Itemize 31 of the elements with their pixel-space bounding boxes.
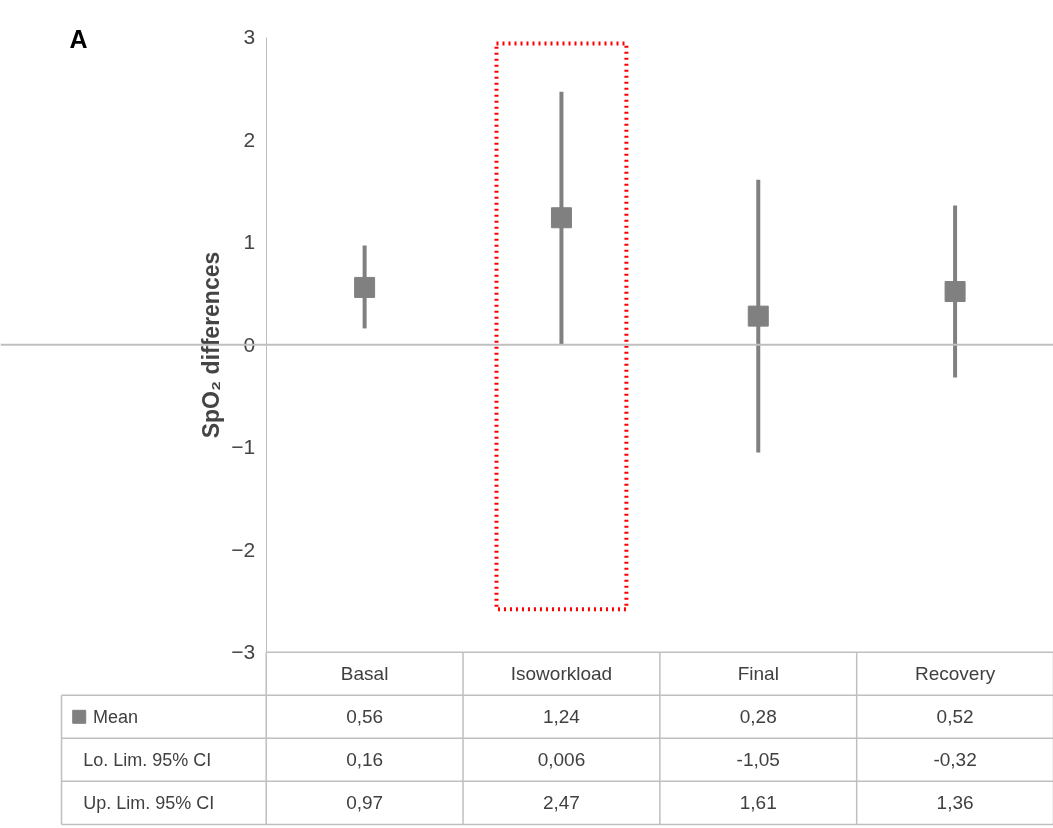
- data-label: 1,24: [542, 706, 581, 728]
- text: -0,32: [933, 749, 977, 771]
- legend-label: Mean: [93, 706, 139, 727]
- y-tick-label: −1: [231, 435, 256, 459]
- text: 0,97: [346, 792, 384, 814]
- text: Up. Lim. 95% CI: [83, 792, 215, 813]
- text: Lo. Lim. 95% CI: [83, 749, 212, 770]
- x-tick-label: Isoworkload: [510, 663, 613, 685]
- x-tick-label: Final: [737, 663, 779, 685]
- text: 1,61: [739, 792, 777, 814]
- text: -1,05: [736, 749, 780, 771]
- y-tick-label: 1: [243, 230, 256, 254]
- point: [944, 281, 966, 303]
- text: A: [69, 25, 88, 54]
- text: 0,006: [537, 749, 586, 771]
- point: [550, 207, 572, 229]
- data-label: 0,28: [739, 706, 777, 728]
- point: [354, 276, 376, 298]
- y-tick-label: −3: [231, 640, 256, 664]
- data-label: 0,52: [936, 706, 974, 728]
- x-tick-label: Recovery: [914, 663, 996, 685]
- y-tick-label: 3: [243, 25, 256, 49]
- data-label: 0,56: [346, 706, 384, 728]
- text: 1,36: [936, 792, 974, 814]
- y-tick-label: −2: [231, 537, 256, 561]
- x-tick-label: Basal: [340, 663, 389, 685]
- text: 0,16: [346, 749, 384, 771]
- y-tick-label: 2: [243, 127, 256, 151]
- text: 2,47: [542, 792, 580, 814]
- y-axis-title: SpO₂ differences: [197, 251, 224, 439]
- point: [747, 305, 769, 327]
